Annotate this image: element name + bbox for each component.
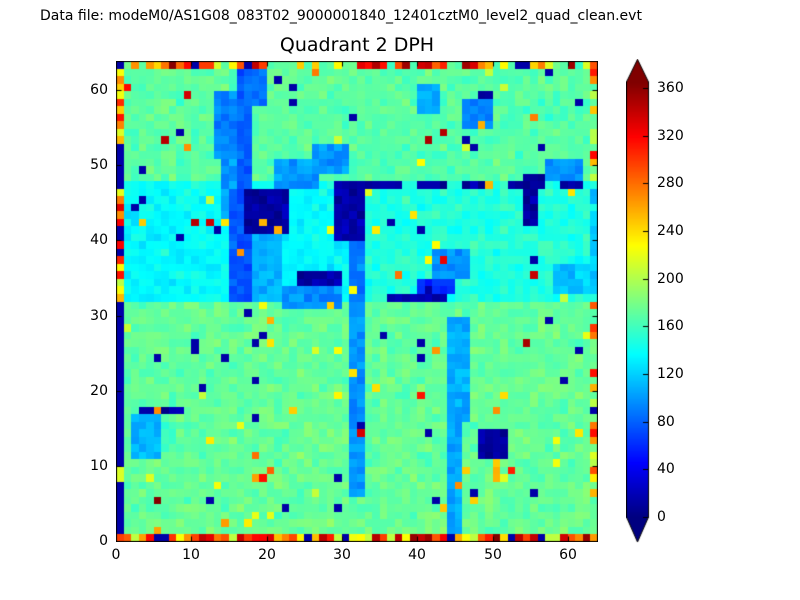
y-tick-label: 60 — [90, 82, 108, 98]
x-tick-label: 10 — [182, 547, 200, 563]
x-tick-label: 60 — [559, 547, 577, 563]
colorbar-tick-label: 120 — [657, 366, 684, 382]
colorbar-tick-label: 200 — [657, 271, 684, 287]
y-tick-label: 10 — [90, 458, 108, 474]
y-tick-label: 20 — [90, 383, 108, 399]
y-tick-label: 40 — [90, 232, 108, 248]
colorbar-tick-label: 240 — [657, 223, 684, 239]
colorbar-tick-label: 40 — [657, 461, 675, 477]
x-tick-label: 20 — [258, 547, 276, 563]
x-tick-label: 30 — [333, 547, 351, 563]
colorbar-tick-label: 320 — [657, 128, 684, 144]
datafile-label: Data file: modeM0/AS1G08_083T02_90000018… — [40, 8, 642, 24]
y-tick-label: 0 — [99, 533, 108, 549]
colorbar-tick-label: 360 — [657, 80, 684, 96]
heatmap-canvas — [116, 61, 598, 542]
colorbar-tick-label: 80 — [657, 414, 675, 430]
colorbar-canvas — [626, 59, 650, 543]
x-tick-label: 50 — [484, 547, 502, 563]
chart-title: Quadrant 2 DPH — [279, 34, 435, 56]
y-tick-label: 50 — [90, 157, 108, 173]
x-tick-label: 0 — [111, 547, 121, 563]
x-tick-label: 40 — [408, 547, 426, 563]
colorbar-tick-label: 160 — [657, 318, 684, 334]
y-tick-label: 30 — [90, 308, 108, 324]
colorbar-tick-label: 0 — [657, 509, 666, 525]
colorbar-tick-label: 280 — [657, 175, 684, 191]
